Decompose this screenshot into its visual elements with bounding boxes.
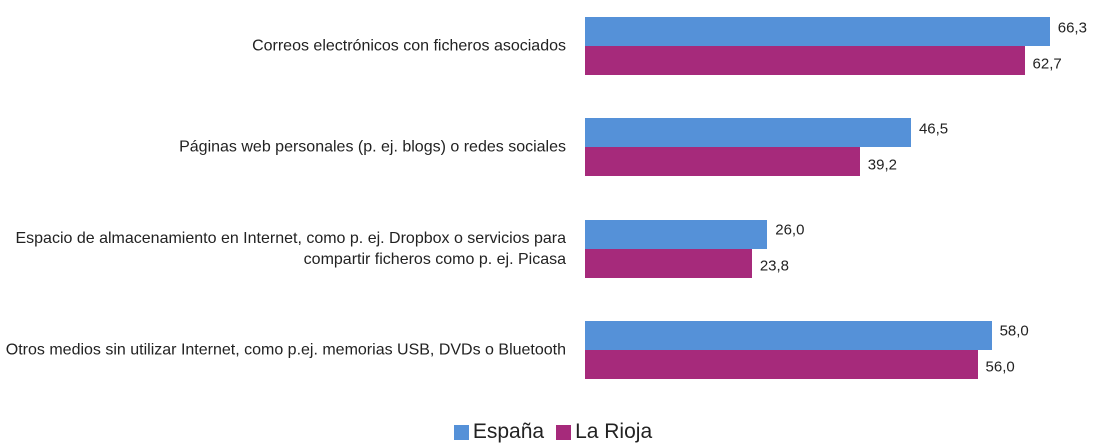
bar bbox=[585, 46, 1025, 75]
legend-label: La Rioja bbox=[575, 420, 653, 443]
legend: España La Rioja bbox=[0, 420, 1106, 444]
category-label: Páginas web personales (p. ej. blogs) o … bbox=[179, 138, 566, 156]
value-label: 56,0 bbox=[985, 358, 1015, 376]
bar bbox=[585, 248, 752, 278]
value-label: 62,7 bbox=[1032, 55, 1062, 72]
value-label: 58,0 bbox=[999, 322, 1029, 340]
value-label: 46,5 bbox=[918, 120, 949, 138]
legend-swatch bbox=[556, 424, 572, 440]
legend-item: La Rioja bbox=[556, 420, 652, 444]
bar bbox=[585, 118, 911, 148]
bar bbox=[585, 349, 978, 379]
legend-label: España bbox=[472, 420, 545, 443]
category-label: Correos electrónicos con ficheros asocia… bbox=[252, 37, 566, 55]
value-label: 26,0 bbox=[775, 221, 805, 239]
value-label: 66,3 bbox=[1057, 19, 1087, 36]
bar bbox=[585, 147, 860, 177]
category-label: Espacio de almacenamiento en Internet, c… bbox=[15, 229, 566, 268]
bar bbox=[585, 17, 1050, 46]
value-label: 39,2 bbox=[867, 156, 897, 174]
legend-swatch bbox=[453, 424, 469, 440]
category-label: Otros medios sin utilizar Internet, como… bbox=[5, 341, 566, 359]
bar bbox=[585, 219, 768, 249]
bar bbox=[585, 320, 992, 350]
value-label: 23,8 bbox=[759, 257, 790, 275]
legend-item: España bbox=[453, 420, 545, 444]
